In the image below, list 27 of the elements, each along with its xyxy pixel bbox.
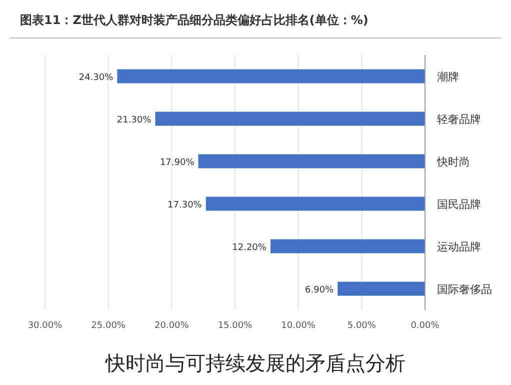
bar xyxy=(117,69,425,84)
x-tick-label: 20.00% xyxy=(154,321,190,331)
x-tick-label: 25.00% xyxy=(91,321,126,331)
data-label: 17.90% xyxy=(160,158,195,168)
data-label: 6.90% xyxy=(305,285,334,296)
y-tick-label: 快时尚 xyxy=(436,155,470,168)
x-tick-label: 30.00% xyxy=(28,321,63,331)
bar xyxy=(198,154,425,168)
bar xyxy=(338,282,425,296)
y-tick-label: 运动品牌 xyxy=(437,240,481,254)
data-label: 24.30% xyxy=(78,72,114,83)
data-label: 12.20% xyxy=(232,242,267,253)
text: 快时尚与可持续发展的矛盾点分析 xyxy=(104,351,406,375)
y-tick-label: 国民品牌 xyxy=(437,198,481,211)
bar xyxy=(155,112,425,126)
data-label: 21.30% xyxy=(116,115,152,126)
x-tick-label: 10.00% xyxy=(281,321,316,331)
chart-title: 图表11：Z世代人群对时装产品细分品类偏好占比排名(单位：%) xyxy=(20,13,368,27)
y-tick-label: 轻奢品牌 xyxy=(437,112,481,126)
data-label: 17.30% xyxy=(168,200,202,210)
y-tick-label: 潮牌 xyxy=(437,70,459,84)
x-tick-label: 5.00% xyxy=(347,321,376,331)
x-tick-label: 0.00% xyxy=(410,321,440,331)
bar xyxy=(206,196,425,211)
y-tick-label: 国际奢侈品 xyxy=(437,282,492,296)
x-tick-label: 15.00% xyxy=(218,321,253,331)
bar xyxy=(270,239,425,254)
